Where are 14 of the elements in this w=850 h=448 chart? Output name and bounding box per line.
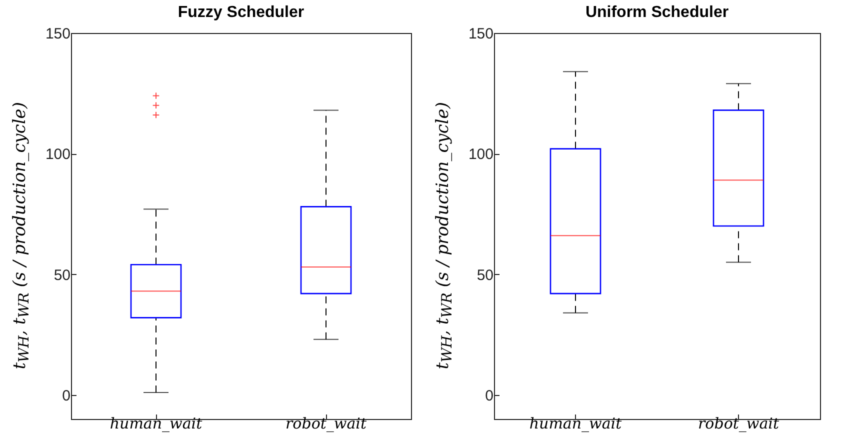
x-tick-label: human_wait <box>529 414 623 432</box>
x-tick-label: robot_wait <box>286 414 368 432</box>
y-tick-label: 150 <box>468 26 494 42</box>
y-tick-label: 150 <box>45 26 70 42</box>
x-tick-label: robot_wait <box>698 414 780 432</box>
y-tick-label: 50 <box>54 266 70 284</box>
y-tick-label: 0 <box>62 387 70 404</box>
y-tick-label: 100 <box>45 146 70 164</box>
y-tick-label: 0 <box>485 387 494 404</box>
y-tick-label: 100 <box>468 146 494 164</box>
x-tick-label: human_wait <box>110 414 204 432</box>
y-tick-label: 50 <box>476 266 494 284</box>
chart-title: Uniform Scheduler <box>585 4 729 21</box>
chart-title: Fuzzy Scheduler <box>178 4 304 21</box>
